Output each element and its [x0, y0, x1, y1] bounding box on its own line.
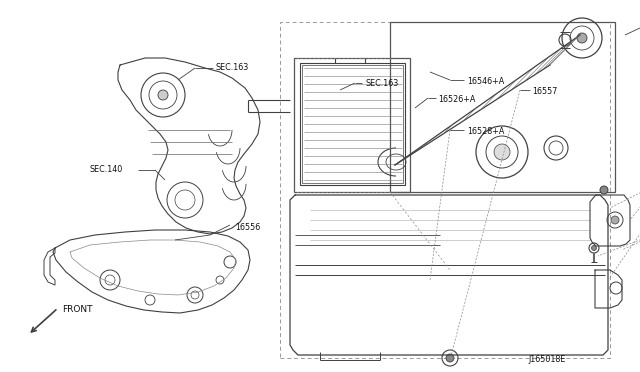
Bar [300, 63, 405, 185]
Bar [302, 65, 403, 183]
Text: SEC.163: SEC.163 [365, 78, 398, 87]
Circle shape [446, 354, 454, 362]
Text: 16557: 16557 [532, 87, 557, 96]
Text: J165018E: J165018E [529, 356, 566, 365]
Circle shape [494, 144, 510, 160]
Text: 16556: 16556 [235, 224, 260, 232]
Bar [390, 22, 615, 192]
Circle shape [611, 216, 619, 224]
Circle shape [577, 33, 587, 43]
Circle shape [591, 246, 596, 250]
Text: 16528+A: 16528+A [467, 128, 504, 137]
Circle shape [158, 90, 168, 100]
Text: SEC.140: SEC.140 [90, 166, 124, 174]
Text: FRONT: FRONT [62, 305, 93, 314]
Text: SEC.163: SEC.163 [215, 64, 248, 73]
Circle shape [600, 186, 608, 194]
Bar [280, 22, 610, 358]
Text: 16526+A: 16526+A [438, 96, 476, 105]
Text: 16546+A: 16546+A [467, 77, 504, 87]
Bar [294, 58, 410, 192]
